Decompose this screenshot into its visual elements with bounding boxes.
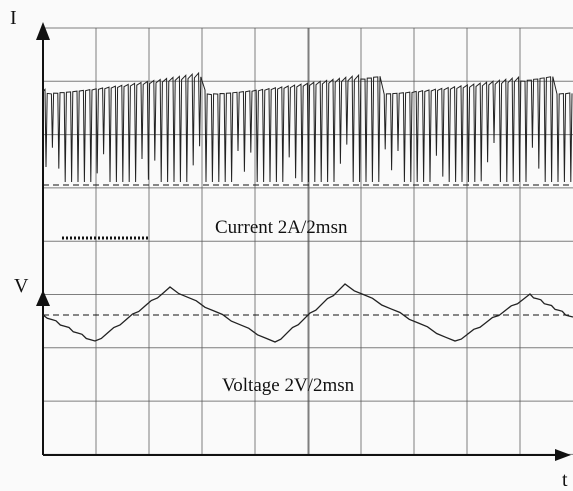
time-axis-label: t xyxy=(562,469,568,491)
oscilloscope: I V t Current 2A/2msn Voltage 2V/2msn xyxy=(0,0,573,491)
voltage-caption: Voltage 2V/2msn xyxy=(222,375,355,396)
current-axis-label: I xyxy=(10,7,17,29)
background xyxy=(0,0,573,491)
voltage-axis-label: V xyxy=(14,275,29,297)
current-caption: Current 2A/2msn xyxy=(215,217,348,238)
